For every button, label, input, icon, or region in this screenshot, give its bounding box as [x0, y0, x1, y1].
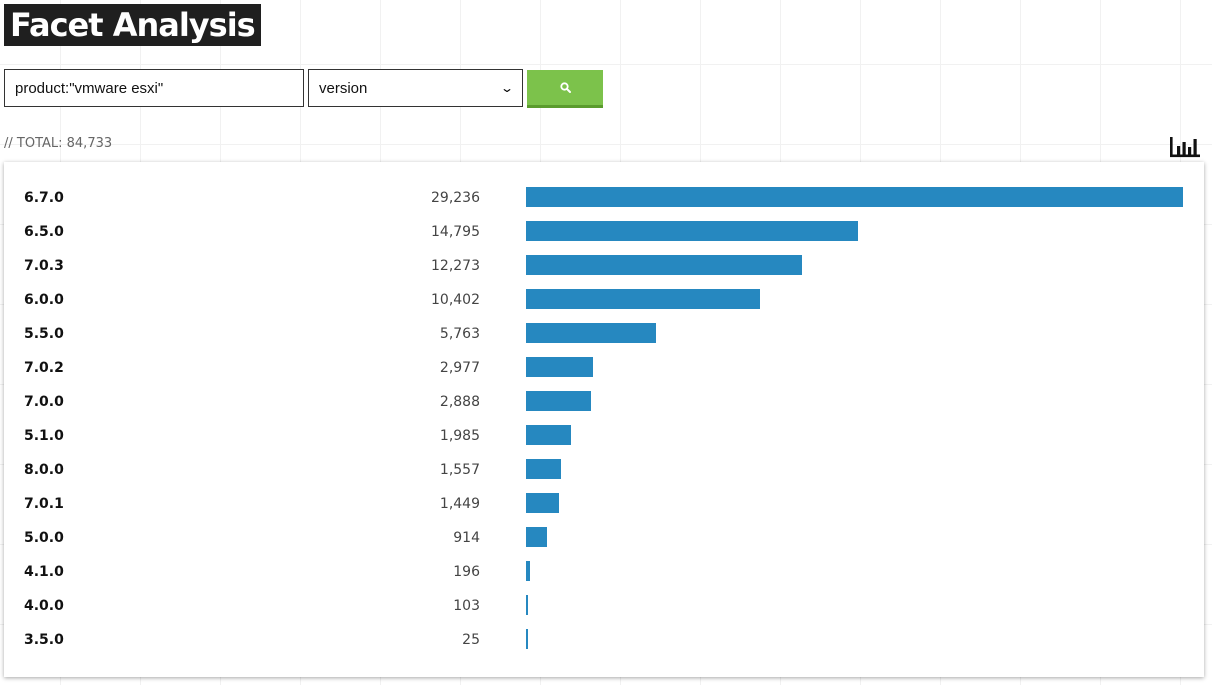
page-title: Facet Analysis: [4, 4, 261, 46]
facet-row: 5.5.0 5,763: [4, 317, 1204, 351]
facet-value-link[interactable]: 5.5.0: [24, 326, 64, 342]
facet-value-link[interactable]: 6.5.0: [24, 224, 64, 240]
facet-bar: [526, 595, 529, 615]
facet-row: 7.0.1 1,449: [4, 487, 1204, 521]
facet-bar: [526, 561, 531, 581]
facet-bar: [526, 255, 802, 275]
facet-count: 1,449: [439, 496, 480, 512]
facet-value-link[interactable]: 7.0.3: [24, 258, 64, 274]
facet-row: 6.7.0 29,236: [4, 181, 1204, 215]
search-input[interactable]: [4, 69, 304, 107]
facet-value-link[interactable]: 6.0.0: [24, 292, 64, 308]
facet-count: 5,763: [439, 326, 480, 342]
search-icon: [559, 82, 571, 93]
facet-bar: [526, 289, 760, 309]
facet-select[interactable]: version ⌄: [308, 69, 523, 107]
facet-value-link[interactable]: 3.5.0: [24, 632, 64, 648]
search-button[interactable]: [527, 70, 603, 108]
facet-row: 7.0.3 12,273: [4, 249, 1204, 283]
facet-value-link[interactable]: 6.7.0: [24, 190, 64, 206]
facet-results-panel: 6.7.0 29,236 6.5.0 14,795 7.0.3 12,273 6.0.0 10…: [4, 162, 1204, 677]
facet-bar: [526, 391, 591, 411]
facet-value-link[interactable]: 5.1.0: [24, 428, 64, 444]
facet-value-link[interactable]: 4.1.0: [24, 564, 64, 580]
facet-value-link[interactable]: 5.0.0: [24, 530, 64, 546]
bar-chart-icon[interactable]: [1169, 133, 1201, 159]
facet-value-link[interactable]: 7.0.2: [24, 360, 64, 376]
facet-count: 10,402: [431, 292, 480, 308]
facet-bar: [526, 357, 593, 377]
facet-bar: [526, 323, 656, 343]
chevron-down-icon: ⌄: [499, 81, 515, 95]
facet-count: 1,985: [439, 428, 480, 444]
facet-row: 6.5.0 14,795: [4, 215, 1204, 249]
facet-row: 7.0.2 2,977: [4, 351, 1204, 385]
facet-row: 6.0.0 10,402: [4, 283, 1204, 317]
facet-bar: [526, 221, 859, 241]
facet-count: 103: [453, 598, 480, 614]
facet-row: 8.0.0 1,557: [4, 453, 1204, 487]
facet-count: 25: [462, 632, 480, 648]
facet-value-link[interactable]: 7.0.1: [24, 496, 64, 512]
facet-value-link[interactable]: 7.0.0: [24, 394, 64, 410]
facet-row: 3.5.0 25: [4, 623, 1204, 657]
facet-row: 5.0.0 914: [4, 521, 1204, 555]
facet-count: 14,795: [431, 224, 480, 240]
total-count: // TOTAL: 84,733: [4, 136, 113, 151]
facet-bar: [526, 493, 559, 513]
facet-count: 1,557: [439, 462, 480, 478]
facet-value-link[interactable]: 8.0.0: [24, 462, 64, 478]
facet-value-link[interactable]: 4.0.0: [24, 598, 64, 614]
facet-select-value: version: [319, 79, 368, 97]
facet-bar: [526, 629, 528, 649]
facet-count: 914: [453, 530, 480, 546]
facet-row: 7.0.0 2,888: [4, 385, 1204, 419]
facet-count: 196: [453, 564, 480, 580]
facet-count: 2,888: [439, 394, 480, 410]
facet-row: 5.1.0 1,985: [4, 419, 1204, 453]
facet-bar: [526, 187, 1183, 207]
facet-row: 4.0.0 103: [4, 589, 1204, 623]
facet-row: 4.1.0 196: [4, 555, 1204, 589]
facet-bar: [526, 425, 571, 445]
facet-bar: [526, 459, 561, 479]
facet-count: 12,273: [431, 258, 480, 274]
facet-bar: [526, 527, 547, 547]
facet-count: 2,977: [439, 360, 480, 376]
facet-count: 29,236: [431, 190, 480, 206]
